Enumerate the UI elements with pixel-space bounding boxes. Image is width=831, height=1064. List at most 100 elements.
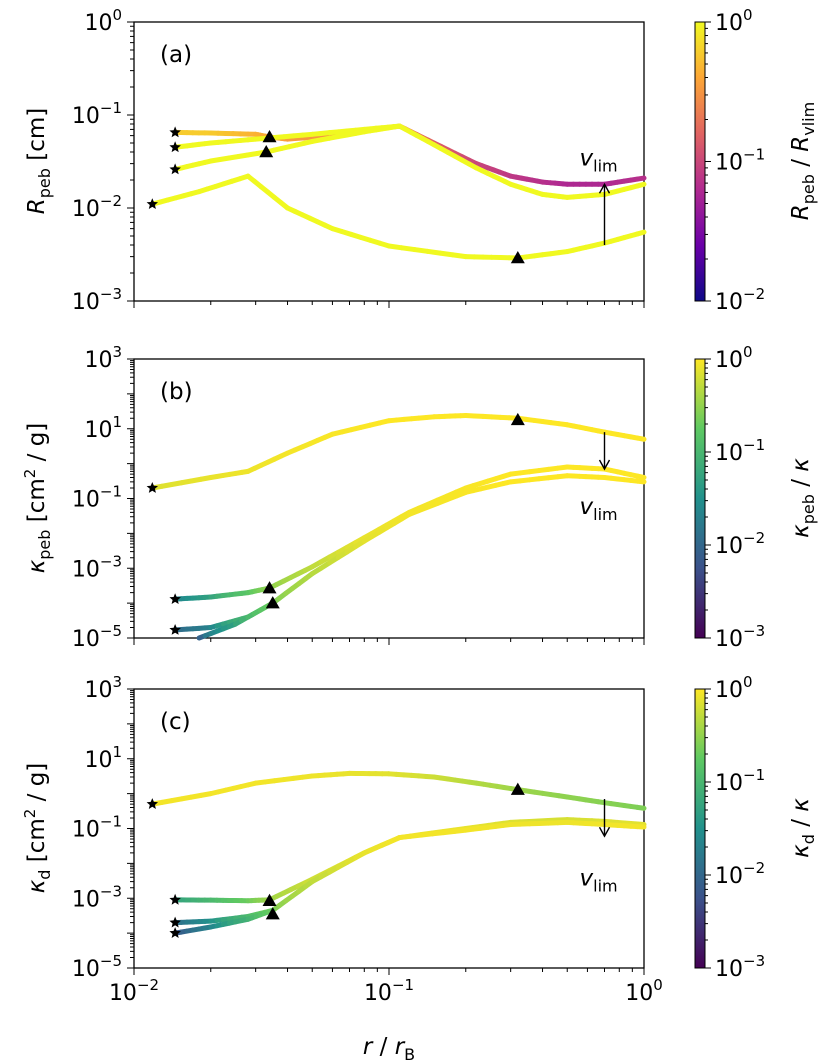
arrow-head bbox=[598, 826, 611, 838]
panel-b: 10−5 10−3 10−1 101 103 (b) vlim κpeb [cm2 / … bbox=[21, 343, 818, 652]
star-marker bbox=[169, 126, 181, 138]
panel-b-y-tick-label: 10−5 bbox=[72, 622, 122, 652]
panel-c-y-tick-label: 10−5 bbox=[72, 952, 122, 982]
panel-a-y-tick-label: 10−1 bbox=[72, 99, 122, 129]
arrow-head bbox=[598, 182, 611, 194]
panel-a-y-label: Rpeb [cm] bbox=[24, 108, 54, 214]
panel-a-series-2 bbox=[397, 123, 647, 187]
panel-b-y-label: κpeb [cm2 / g] bbox=[21, 423, 54, 574]
triangle-marker bbox=[262, 130, 277, 143]
line-segment bbox=[391, 123, 403, 130]
star-marker bbox=[169, 927, 181, 938]
panel-c-y-tick-label: 103 bbox=[84, 673, 122, 703]
panel-c-vlim-arrow bbox=[598, 799, 611, 838]
panel-c-y-ticks: 10−5 10−3 10−1 101 103 bbox=[72, 673, 134, 982]
triangle-marker bbox=[259, 145, 274, 158]
line-segment bbox=[634, 473, 647, 481]
star-marker bbox=[169, 163, 181, 175]
star-marker bbox=[169, 141, 181, 153]
colorbar-tick-label: 10−1 bbox=[715, 146, 765, 176]
star-marker bbox=[146, 198, 158, 209]
colorbar-tick-label: 10−3 bbox=[715, 622, 765, 652]
panel-b-vlim-arrow bbox=[598, 432, 611, 471]
star-marker bbox=[169, 593, 181, 604]
triangle-marker bbox=[265, 596, 280, 609]
triangle-marker bbox=[262, 893, 277, 906]
panel-a-colorbar: 10−2 10−1 100 bbox=[694, 6, 765, 315]
panel-c-y-tick-label: 10−3 bbox=[72, 882, 122, 912]
line-segment bbox=[634, 175, 647, 182]
panel-c-y-tick-label: 101 bbox=[84, 743, 122, 773]
x-axis: 10−2 10−1 100 bbox=[109, 301, 663, 1006]
panel-b-series-3 bbox=[172, 473, 647, 633]
triangle-marker bbox=[262, 581, 277, 594]
colorbar-tick-label: 10−2 bbox=[715, 285, 765, 315]
panel-c-tag: (c) bbox=[160, 709, 191, 735]
panel-c-series-4 bbox=[172, 907, 276, 936]
panel-c: 10−5 10−3 10−1 101 103 (c) vlim κd [cm2 / g]… bbox=[21, 673, 818, 982]
panel-c-vlim-label: vlim bbox=[580, 865, 618, 895]
panel-c-markers bbox=[146, 782, 525, 938]
panel-b-markers bbox=[146, 412, 525, 635]
panel-b-tag: (b) bbox=[160, 379, 193, 405]
x-tick-label: 10−1 bbox=[364, 976, 414, 1006]
panel-c-colorbar-label: κd / κ bbox=[788, 798, 818, 858]
panel-a-colorbar-label: Rpeb / Rvlim bbox=[788, 102, 818, 220]
panel-c-y-tick-label: 10−1 bbox=[72, 813, 122, 843]
colorbar-tick-label: 10−1 bbox=[715, 436, 765, 466]
panel-a-tag: (a) bbox=[160, 42, 192, 68]
panel-a-y-tick-label: 100 bbox=[84, 6, 122, 36]
panel-b-colorbar: 10−3 10−2 10−1 100 bbox=[694, 343, 765, 652]
colorbar-tick-label: 100 bbox=[715, 6, 753, 36]
triangle-marker bbox=[510, 782, 525, 795]
panel-c-series-3 bbox=[172, 819, 647, 926]
colorbar-tick-label: 10−2 bbox=[715, 529, 765, 559]
x-axis-label: r / rB bbox=[363, 1034, 415, 1064]
x-tick-label: 10−2 bbox=[109, 976, 159, 1006]
line-segment bbox=[634, 181, 647, 189]
panel-a-markers bbox=[146, 126, 525, 264]
panel-b-series-2 bbox=[172, 464, 647, 602]
panel-a-series bbox=[149, 123, 647, 261]
colorbar-gradient bbox=[694, 21, 706, 302]
triangle-marker bbox=[265, 907, 280, 920]
panel-b-vlim-label: vlim bbox=[580, 494, 618, 524]
panel-a-vlim-label: vlim bbox=[580, 145, 618, 175]
colorbar-gradient bbox=[694, 688, 706, 969]
colorbar-tick-label: 100 bbox=[715, 343, 753, 373]
colorbar-gradient bbox=[694, 358, 706, 639]
panel-a-vlim-arrow bbox=[598, 182, 611, 246]
panel-b-y-tick-label: 103 bbox=[84, 343, 122, 373]
panel-a-y-tick-label: 10−2 bbox=[72, 192, 122, 222]
panel-c-colorbar: 10−3 10−2 10−1 100 bbox=[694, 673, 765, 982]
panel-b-series-4 bbox=[196, 600, 276, 641]
x-tick-label: 100 bbox=[625, 976, 663, 1006]
colorbar-tick-label: 10−2 bbox=[715, 859, 765, 889]
triangle-marker bbox=[510, 250, 525, 264]
panel-b-series-1 bbox=[149, 412, 647, 491]
line-segment bbox=[634, 478, 647, 485]
panel-c-series bbox=[149, 770, 647, 936]
triangle-marker bbox=[510, 412, 525, 426]
panel-a-y-tick-label: 10−3 bbox=[72, 285, 122, 315]
panel-b-series bbox=[149, 412, 647, 641]
panel-a-y-ticks: 10−3 10−2 10−1 100 bbox=[72, 6, 134, 315]
panel-c-series-1 bbox=[149, 770, 647, 811]
panel-c-y-label: κd [cm2 / g] bbox=[21, 763, 54, 894]
panel-b-y-ticks: 10−5 10−3 10−1 101 103 bbox=[72, 343, 134, 652]
colorbar-tick-label: 10−1 bbox=[715, 766, 765, 796]
line-segment bbox=[634, 229, 647, 237]
star-marker bbox=[146, 482, 158, 493]
star-marker bbox=[169, 893, 181, 905]
panel-c-series-2 bbox=[172, 817, 647, 904]
line-segment bbox=[634, 804, 647, 811]
arrow-head bbox=[598, 459, 611, 471]
panel-b-y-tick-label: 10−3 bbox=[72, 552, 122, 582]
star-marker bbox=[146, 798, 158, 809]
star-marker bbox=[169, 624, 181, 635]
panel-a-series-4 bbox=[172, 123, 403, 172]
panel-b-y-tick-label: 10−1 bbox=[72, 483, 122, 513]
colorbar-tick-label: 100 bbox=[715, 673, 753, 703]
